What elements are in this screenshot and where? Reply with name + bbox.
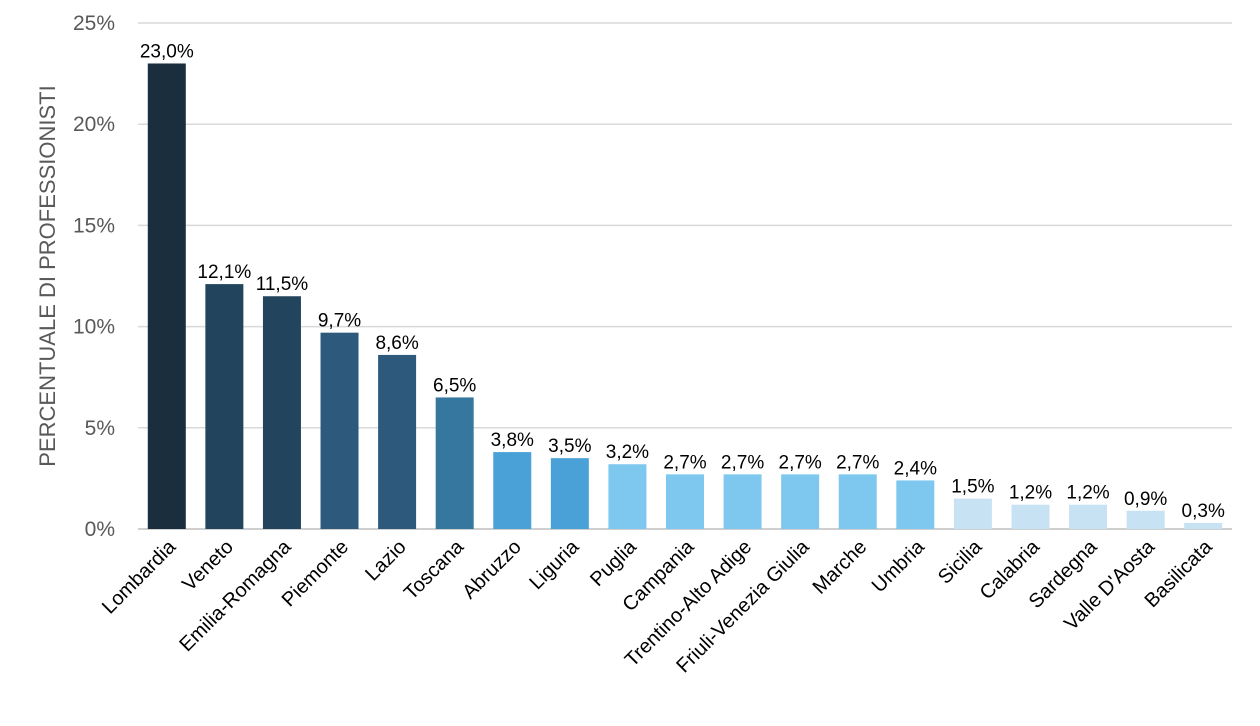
bar [953, 498, 992, 529]
bar [781, 474, 820, 529]
y-tick-label: 20% [73, 113, 115, 136]
data-label: 2,7% [663, 452, 706, 473]
data-label: 2,7% [836, 452, 879, 473]
data-label: 2,7% [721, 452, 764, 473]
bar [320, 332, 359, 529]
y-tick-label: 0% [85, 518, 115, 541]
x-tick-label: Marche [809, 536, 872, 599]
bar [493, 452, 532, 529]
data-label: 23,0% [140, 41, 194, 62]
data-label: 1,5% [951, 477, 994, 498]
bar [1011, 504, 1050, 529]
y-tick-label: 5% [85, 417, 115, 440]
data-label: 2,7% [779, 452, 822, 473]
bar [1069, 504, 1108, 529]
x-tick-label: Lazio [361, 536, 410, 585]
y-tick-label: 10% [73, 316, 115, 339]
gridlines [138, 22, 1232, 530]
x-tick-label: Liguria [525, 535, 584, 594]
bar [205, 284, 244, 529]
bar [665, 474, 705, 529]
y-axis-ticks: 0% 5% 10% 15% 20% 25% [73, 12, 115, 541]
y-tick-label: 25% [73, 12, 115, 35]
x-tick-label: Sicilia [934, 535, 987, 588]
bar [550, 458, 589, 529]
bar [147, 63, 186, 529]
x-tick-label: Puglia [586, 535, 641, 590]
x-tick-label: Toscana [400, 535, 469, 604]
data-label: 1,2% [1009, 483, 1052, 504]
bar [378, 354, 417, 529]
bar [262, 296, 301, 529]
data-label: 12,1% [197, 262, 251, 283]
x-tick-label: Abruzzo [458, 536, 525, 603]
bar [1126, 510, 1165, 529]
data-label: 8,6% [375, 333, 418, 354]
x-tick-label: Lombardia [98, 535, 181, 618]
data-label: 3,5% [548, 436, 591, 457]
bar [608, 464, 647, 529]
bars [147, 63, 1223, 529]
bar [435, 397, 474, 529]
bar [838, 474, 877, 529]
data-label: 0,9% [1124, 489, 1167, 510]
data-labels: 23,0% 12,1%11,5% 9,7% 8,6% 6,5% 3,8% 3,5% 3,2% 2… [140, 41, 1225, 521]
data-label: 9,7% [318, 311, 361, 332]
data-label: 3,2% [606, 442, 649, 463]
data-label: 3,8% [491, 430, 534, 451]
bar [896, 480, 935, 529]
data-label: 2,4% [894, 458, 937, 479]
y-tick-label: 15% [73, 214, 115, 237]
bar [1184, 522, 1223, 529]
x-tick-label: Umbria [868, 535, 930, 597]
y-axis-label: PERCENTUALE DI PROFESSIONISTI [35, 85, 60, 466]
data-label: 1,2% [1066, 483, 1109, 504]
bar [723, 474, 762, 529]
data-label: 0,3% [1182, 501, 1225, 522]
data-label: 11,5% [256, 274, 309, 295]
data-label: 6,5% [433, 375, 476, 396]
